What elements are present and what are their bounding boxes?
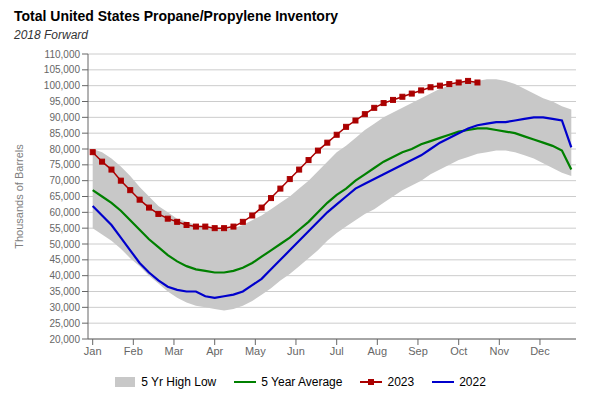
svg-text:May: May — [245, 345, 266, 357]
svg-text:Jul: Jul — [330, 345, 344, 357]
html-text:5 Yr High Low: 5 Yr High Low — [141, 375, 217, 389]
svg-text:Jun: Jun — [287, 345, 305, 357]
svg-text:20,000: 20,000 — [49, 334, 80, 345]
svg-text:25,000: 25,000 — [49, 318, 80, 329]
svg-text:Mar: Mar — [164, 345, 183, 357]
svg-text:100,000: 100,000 — [44, 80, 81, 91]
svg-text:Apr: Apr — [206, 345, 223, 357]
svg-text:105,000: 105,000 — [44, 64, 81, 75]
svg-text:75,000: 75,000 — [49, 159, 80, 170]
svg-text:Sep: Sep — [408, 345, 428, 357]
svg-text:110,000: 110,000 — [45, 49, 81, 60]
html-text:2018 Forward: 2018 Forward — [14, 28, 88, 42]
svg-text:Nov: Nov — [490, 345, 510, 357]
svg-text:Dec: Dec — [530, 345, 550, 357]
svg-text:80,000: 80,000 — [49, 144, 80, 155]
svg-text:Aug: Aug — [368, 345, 388, 357]
svg-text:85,000: 85,000 — [49, 128, 80, 139]
svg-text:95,000: 95,000 — [49, 96, 80, 107]
svg-text:55,000: 55,000 — [49, 223, 80, 234]
svg-text:Thousands of Barrels: Thousands of Barrels — [13, 144, 25, 249]
svg-text:Feb: Feb — [124, 345, 143, 357]
svg-text:Oct: Oct — [450, 345, 467, 357]
svg-text:35,000: 35,000 — [49, 286, 80, 297]
svg-text:90,000: 90,000 — [49, 112, 80, 123]
svg-text:Jan: Jan — [84, 345, 102, 357]
svg-text:40,000: 40,000 — [49, 270, 80, 281]
svg-text:60,000: 60,000 — [49, 207, 80, 218]
html-text:5 Year Average: 5 Year Average — [261, 375, 343, 389]
html-text:2022: 2022 — [459, 375, 486, 389]
svg-text:70,000: 70,000 — [49, 175, 80, 186]
svg-text:45,000: 45,000 — [49, 254, 80, 265]
html-text:2023: 2023 — [387, 375, 415, 389]
svg-text:50,000: 50,000 — [49, 239, 80, 250]
svg-text:65,000: 65,000 — [49, 191, 80, 202]
svg-text:30,000: 30,000 — [49, 302, 80, 313]
html-text:Total United States Propane/Pr: Total United States Propane/Propylene In… — [14, 8, 339, 24]
